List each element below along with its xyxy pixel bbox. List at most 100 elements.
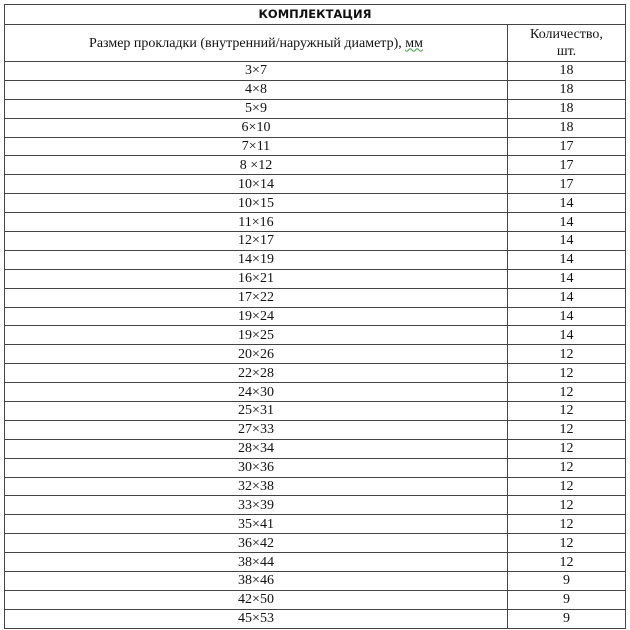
table-row: 38×46 9	[4, 571, 626, 591]
size-cell: 27×33	[4, 419, 508, 440]
quantity-cell: 12	[507, 514, 626, 535]
size-cell: 3×7	[4, 61, 508, 81]
size-cell: 16×21	[4, 268, 508, 289]
quantity-cell: 12	[507, 495, 626, 516]
size-cell: 8 ×12	[4, 155, 508, 176]
size-cell: 22×28	[4, 363, 508, 384]
quantity-cell: 12	[507, 382, 626, 403]
kit-contents-table: КОМПЛЕКТАЦИЯ Размер прокладки (внутренни…	[4, 4, 626, 629]
table-row: 30×36 12	[4, 457, 626, 478]
table-row: 10×15 14	[4, 193, 626, 214]
table-row: 32×38 12	[4, 476, 626, 497]
table-row: 7×11 17	[4, 136, 626, 157]
size-cell: 10×14	[4, 174, 508, 195]
table-row: 24×30 12	[4, 382, 626, 403]
size-column-header: Размер прокладки (внутренний/наружный ди…	[4, 24, 508, 62]
quantity-column-header: Количество, шт.	[507, 24, 626, 62]
table-title: КОМПЛЕКТАЦИЯ	[4, 4, 626, 25]
quantity-cell: 17	[507, 155, 626, 176]
size-cell: 32×38	[4, 476, 508, 497]
size-header-unit: мм	[405, 35, 423, 51]
size-cell: 20×26	[4, 344, 508, 365]
size-cell: 14×19	[4, 249, 508, 270]
size-cell: 19×24	[4, 306, 508, 327]
size-cell: 42×50	[4, 589, 508, 610]
table-row: 10×14 17	[4, 174, 626, 195]
size-header-text: Размер прокладки (внутренний/наружный ди…	[89, 35, 406, 51]
table-row: 22×28 12	[4, 363, 626, 384]
table-row: 12×17 14	[4, 231, 626, 251]
quantity-header-line2: шт.	[556, 44, 577, 59]
table-row: 14×19 14	[4, 249, 626, 270]
size-cell: 19×25	[4, 325, 508, 346]
table-row: 8 ×12 17	[4, 155, 626, 176]
size-cell: 33×39	[4, 495, 508, 516]
quantity-cell: 12	[507, 401, 626, 421]
size-cell: 10×15	[4, 193, 508, 214]
quantity-cell: 12	[507, 457, 626, 478]
quantity-cell: 12	[507, 552, 626, 573]
table-row: 20×26 12	[4, 344, 626, 365]
quantity-cell: 9	[507, 571, 626, 591]
quantity-cell: 17	[507, 174, 626, 195]
table-row: 6×10 18	[4, 117, 626, 138]
quantity-cell: 14	[507, 249, 626, 270]
table-row: 4×8 18	[4, 79, 626, 100]
table-row: 28×34 12	[4, 438, 626, 459]
quantity-cell: 14	[507, 287, 626, 308]
table-row: 5×9 18	[4, 98, 626, 119]
size-cell: 12×17	[4, 231, 508, 251]
size-cell: 36×42	[4, 533, 508, 554]
size-cell: 17×22	[4, 287, 508, 308]
header-row: Размер прокладки (внутренний/наружный ди…	[4, 24, 626, 62]
table-row: 19×25 14	[4, 325, 626, 346]
quantity-cell: 12	[507, 344, 626, 365]
quantity-cell: 18	[507, 117, 626, 138]
quantity-cell: 12	[507, 438, 626, 459]
quantity-cell: 12	[507, 533, 626, 554]
size-cell: 24×30	[4, 382, 508, 403]
size-cell: 28×34	[4, 438, 508, 459]
size-cell: 38×46	[4, 571, 508, 591]
table-body: 3×7 18 4×8 18 5×9 18 6×10 18 7×11 17 8 ×12 17 10×14 1…	[4, 61, 626, 629]
table-row: 42×50 9	[4, 589, 626, 610]
quantity-cell: 18	[507, 98, 626, 119]
table-row: 45×53 9	[4, 608, 626, 629]
table-row: 27×33 12	[4, 419, 626, 440]
table-row: 36×42 12	[4, 533, 626, 554]
quantity-cell: 12	[507, 419, 626, 440]
quantity-cell: 14	[507, 231, 626, 251]
size-cell: 45×53	[4, 608, 508, 629]
table-row: 19×24 14	[4, 306, 626, 327]
table-row: 35×41 12	[4, 514, 626, 535]
size-cell: 35×41	[4, 514, 508, 535]
table-row: 11×16 14	[4, 212, 626, 233]
quantity-cell: 14	[507, 193, 626, 214]
size-cell: 7×11	[4, 136, 508, 157]
quantity-cell: 14	[507, 212, 626, 233]
size-cell: 11×16	[4, 212, 508, 233]
size-cell: 25×31	[4, 401, 508, 421]
quantity-cell: 9	[507, 589, 626, 610]
quantity-cell: 9	[507, 608, 626, 629]
quantity-cell: 18	[507, 61, 626, 81]
table-row: 38×44 12	[4, 552, 626, 573]
quantity-cell: 17	[507, 136, 626, 157]
table-row: 3×7 18	[4, 61, 626, 81]
quantity-cell: 14	[507, 268, 626, 289]
size-cell: 5×9	[4, 98, 508, 119]
quantity-cell: 18	[507, 79, 626, 100]
quantity-cell: 14	[507, 306, 626, 327]
quantity-cell: 12	[507, 363, 626, 384]
size-cell: 38×44	[4, 552, 508, 573]
size-cell: 30×36	[4, 457, 508, 478]
table-row: 17×22 14	[4, 287, 626, 308]
size-cell: 6×10	[4, 117, 508, 138]
quantity-header-line1: Количество,	[530, 27, 603, 42]
quantity-cell: 12	[507, 476, 626, 497]
table-row: 33×39 12	[4, 495, 626, 516]
table-row: 16×21 14	[4, 268, 626, 289]
size-cell: 4×8	[4, 79, 508, 100]
quantity-cell: 14	[507, 325, 626, 346]
table-row: 25×31 12	[4, 401, 626, 421]
